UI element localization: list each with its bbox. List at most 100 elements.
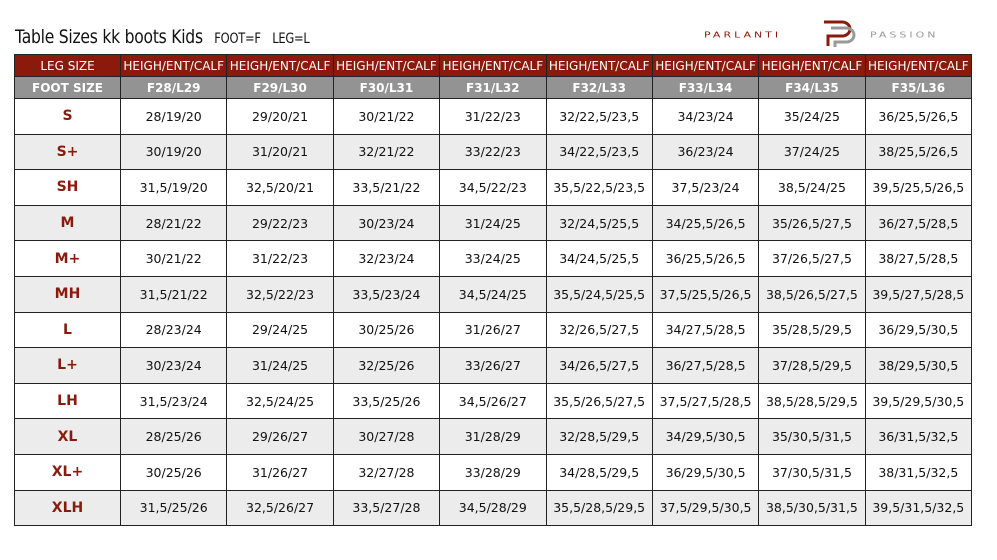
foot-leg-column-header: F28/L29 — [119, 76, 228, 99]
measurement-cell: 30/21/22 — [119, 240, 228, 277]
measurement-cell: 30/23/24 — [332, 204, 441, 242]
measurement-cell: 30/25/26 — [332, 311, 441, 349]
measurement-cell: 38,5/28,5/29,5 — [758, 382, 866, 420]
measurement-cell: 35/30,5/31,5 — [758, 418, 866, 455]
leg-size-cell: L — [14, 311, 121, 349]
measurement-cell: 28/25/26 — [119, 418, 228, 455]
measurement-cell: 37,5/25,5/26,5 — [651, 275, 760, 313]
measurement-cell: 31,5/25/26 — [119, 489, 228, 527]
measurement-cell: 35,5/28,5/29,5 — [545, 489, 653, 527]
measurement-cell: 34,5/26/27 — [439, 382, 547, 420]
measurement-cell: 38/29,5/30,5 — [864, 347, 973, 384]
leg-size-header: LEG SIZE — [14, 54, 121, 77]
measurement-cell: 33/22/23 — [439, 133, 547, 171]
measurement-cell: 34,5/22/23 — [439, 169, 547, 206]
header-row-foot: FOOT SIZE F28/L29 F29/L30 F30/L31 F31/L32 F3… — [14, 76, 973, 99]
measurement-cell: 35/24/25 — [758, 98, 866, 135]
measurement-cell: 30/19/20 — [119, 133, 228, 171]
measure-header: HEIGH/ENT/CALF — [119, 54, 228, 77]
measurement-cell: 37/26,5/27,5 — [758, 240, 866, 277]
measurement-cell: 29/22/23 — [226, 204, 334, 242]
measurement-cell: 34/23/24 — [651, 98, 760, 135]
table-row: L+ 30/23/24 31/24/25 32/25/26 33/26/27 34/26,… — [14, 347, 973, 384]
header-row-measure: LEG SIZE HEIGH/ENT/CALF HEIGH/ENT/CALF HEI… — [14, 54, 973, 77]
measurement-cell: 35,5/26,5/27,5 — [545, 382, 653, 420]
leg-size-cell: MH — [14, 275, 121, 313]
measurement-cell: 38,5/26,5/27,5 — [758, 275, 866, 313]
measurement-cell: 30/25/26 — [119, 453, 228, 491]
measurement-cell: 32,5/26/27 — [226, 489, 334, 527]
measurement-cell: 36/23/24 — [651, 133, 760, 171]
measurement-cell: 31/28/29 — [439, 418, 547, 455]
measurement-cell: 31/26/27 — [439, 311, 547, 349]
leg-size-cell: S — [14, 98, 121, 135]
measurement-cell: 39,5/29,5/30,5 — [864, 382, 973, 420]
leg-size-cell: XL+ — [14, 453, 121, 491]
measurement-cell: 35,5/22,5/23,5 — [545, 169, 653, 206]
measurement-cell: 34/26,5/27,5 — [545, 347, 653, 384]
measurement-cell: 31/24/25 — [226, 347, 334, 384]
measure-header: HEIGH/ENT/CALF — [332, 54, 441, 77]
measurement-cell: 32,5/20/21 — [226, 169, 334, 206]
table-row: M+ 30/21/22 31/22/23 32/23/24 33/24/25 34/24,… — [14, 240, 973, 277]
measurement-cell: 32/28,5/29,5 — [545, 418, 653, 455]
measure-header: HEIGH/ENT/CALF — [545, 54, 653, 77]
table-row: SH 31,5/19/20 32,5/20/21 33,5/21/22 34,5/22/… — [14, 169, 973, 206]
measurement-cell: 34/28,5/29,5 — [545, 453, 653, 491]
foot-leg-column-header: F33/L34 — [651, 76, 760, 99]
measurement-cell: 39,5/27,5/28,5 — [864, 275, 973, 313]
title-text: Table Sizes kk boots Kids — [15, 26, 203, 48]
measurement-cell: 36/29,5/30,5 — [651, 453, 760, 491]
measurement-cell: 37/28,5/29,5 — [758, 347, 866, 384]
foot-leg-column-header: F35/L36 — [864, 76, 973, 99]
foot-leg-column-header: F31/L32 — [439, 76, 547, 99]
measurement-cell: 37/30,5/31,5 — [758, 453, 866, 491]
measurement-cell: 36/27,5/28,5 — [651, 347, 760, 384]
measure-header: HEIGH/ENT/CALF — [226, 54, 334, 77]
measurement-cell: 32/24,5/25,5 — [545, 204, 653, 242]
measure-header: HEIGH/ENT/CALF — [758, 54, 866, 77]
measurement-cell: 29/24/25 — [226, 311, 334, 349]
measurement-cell: 32/21/22 — [332, 133, 441, 171]
leg-size-cell: S+ — [14, 133, 121, 171]
svg-text:PARLANTI: PARLANTI — [704, 31, 781, 40]
measurement-cell: 31/26/27 — [226, 453, 334, 491]
measurement-cell: 36/25,5/26,5 — [864, 98, 973, 135]
measure-header: HEIGH/ENT/CALF — [864, 54, 973, 77]
measurement-cell: 31,5/23/24 — [119, 382, 228, 420]
measurement-cell: 30/23/24 — [119, 347, 228, 384]
measurement-cell: 33/28/29 — [439, 453, 547, 491]
leg-size-cell: M — [14, 204, 121, 242]
measurement-cell: 33,5/27/28 — [332, 489, 441, 527]
measurement-cell: 29/26/27 — [226, 418, 334, 455]
measurement-cell: 33/26/27 — [439, 347, 547, 384]
parlanti-passion-logo: PARLANTI PASSION — [704, 20, 936, 47]
measurement-cell: 37,5/23/24 — [651, 169, 760, 206]
measurement-cell: 34/29,5/30,5 — [651, 418, 760, 455]
measurement-cell: 32/26,5/27,5 — [545, 311, 653, 349]
measurement-cell: 38/25,5/26,5 — [864, 133, 973, 171]
measurement-cell: 32/25/26 — [332, 347, 441, 384]
measurement-cell: 33,5/23/24 — [332, 275, 441, 313]
table-row: XL 28/25/26 29/26/27 30/27/28 31/28/29 32/28,… — [14, 418, 973, 455]
leg-size-cell: M+ — [14, 240, 121, 277]
measurement-cell: 37/24/25 — [758, 133, 866, 171]
table-row: MH 31,5/21/22 32,5/22/23 33,5/23/24 34,5/24/… — [14, 275, 973, 313]
foot-leg-column-header: F34/L35 — [758, 76, 866, 99]
measurement-cell: 34/24,5/25,5 — [545, 240, 653, 277]
table-row: XL+ 30/25/26 31/26/27 32/27/28 33/28/29 34/28… — [14, 453, 973, 491]
measurement-cell: 36/27,5/28,5 — [864, 204, 973, 242]
measurement-cell: 34/25,5/26,5 — [651, 204, 760, 242]
measurement-cell: 35,5/24,5/25,5 — [545, 275, 653, 313]
leg-size-cell: XLH — [14, 489, 121, 527]
measurement-cell: 35/28,5/29,5 — [758, 311, 866, 349]
measurement-cell: 29/20/21 — [226, 98, 334, 135]
table-row: L 28/23/24 29/24/25 30/25/26 31/26/27 32/26,5… — [14, 311, 973, 349]
measurement-cell: 37,5/29,5/30,5 — [651, 489, 760, 527]
measurement-cell: 28/23/24 — [119, 311, 228, 349]
leg-size-cell: L+ — [14, 347, 121, 384]
measure-header: HEIGH/ENT/CALF — [651, 54, 760, 77]
leg-size-cell: LH — [14, 382, 121, 420]
foot-leg-column-header: F30/L31 — [332, 76, 441, 99]
measurement-cell: 36/25,5/26,5 — [651, 240, 760, 277]
